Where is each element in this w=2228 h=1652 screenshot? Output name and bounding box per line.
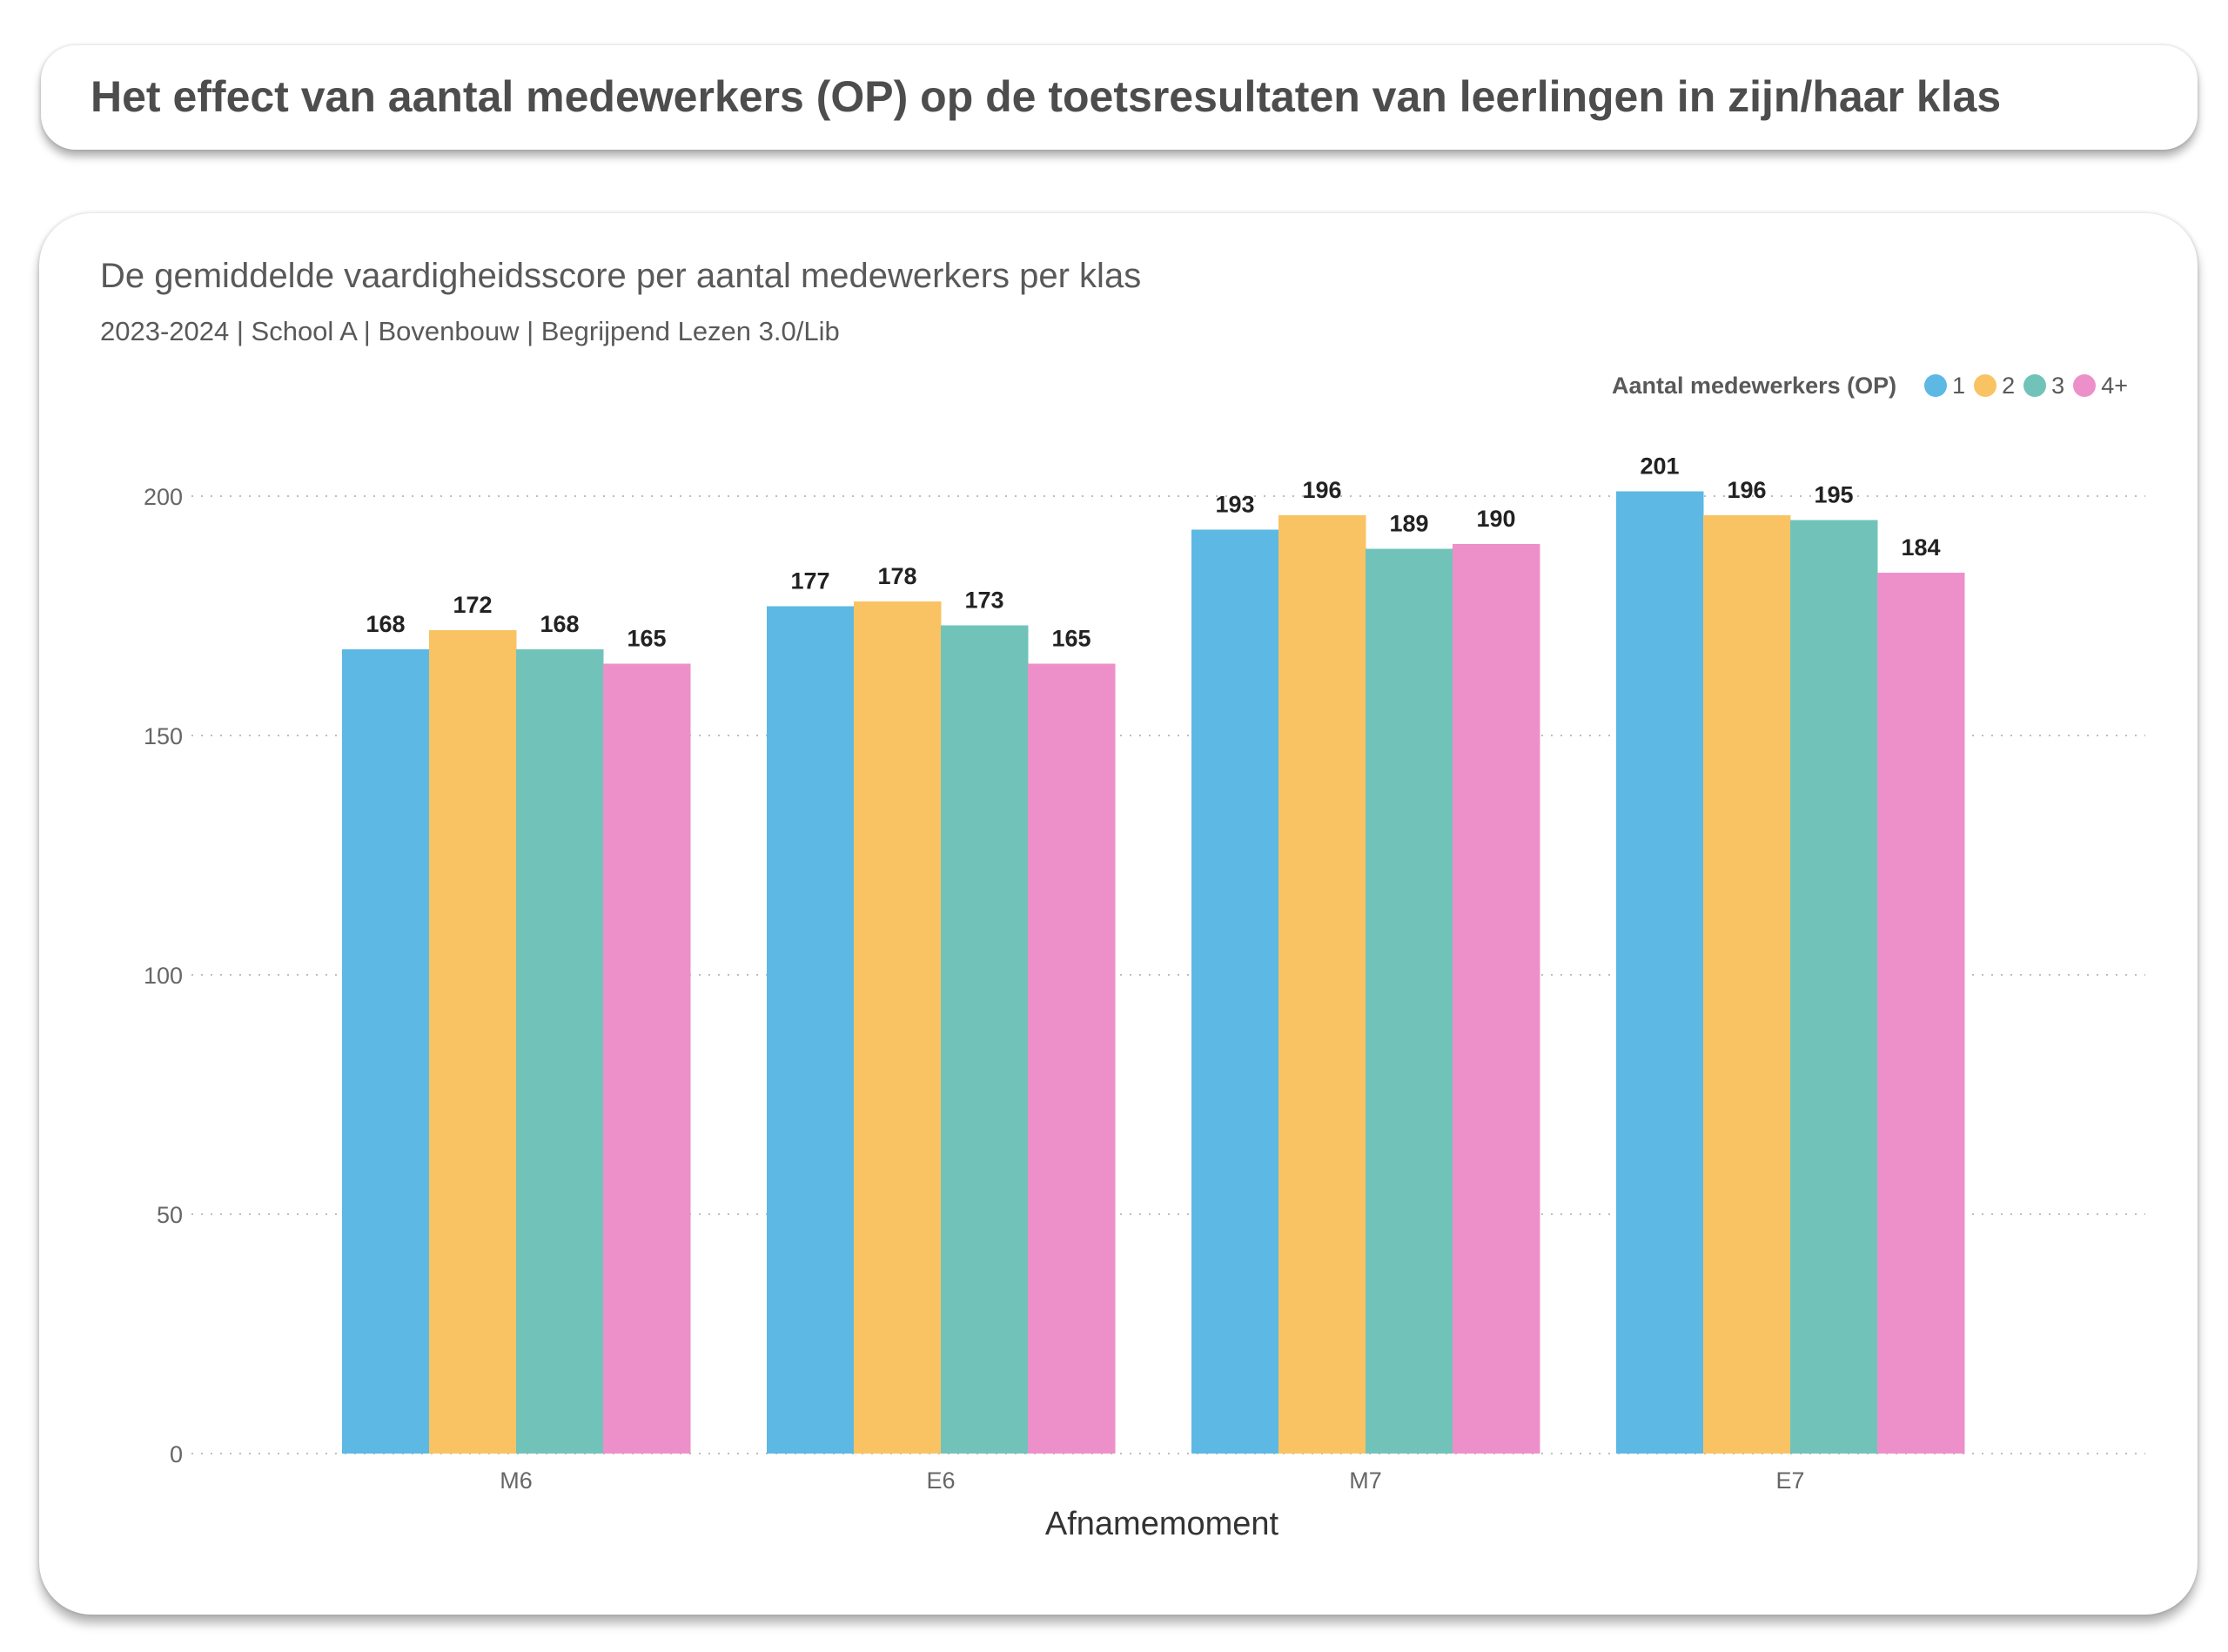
report-title: Het effect van aantal medewerkers (OP) o… [91,72,2002,121]
report-title-card: Het effect van aantal medewerkers (OP) o… [41,45,2198,150]
data-label: 165 [627,626,666,652]
bar-E7-series-2 [1703,515,1791,1454]
data-label: 168 [540,611,579,637]
bar-E7-series-3 [1790,520,1878,1454]
legend-label-2: 2 [2002,372,2016,399]
data-label: 184 [1901,534,1940,561]
y-tick-label: 150 [144,723,183,749]
bar-E6-series-3 [941,625,1029,1454]
y-tick-label: 200 [144,484,183,510]
x-tick-label: M7 [1349,1467,1382,1494]
bar-M6-series-4+ [603,663,691,1454]
bar-chart-plot: 0 50 100 150 200 168 172 168 165 M6 177 178 173 165 E6… [144,453,2145,1542]
legend-item-3[interactable]: 3 [2023,373,2064,400]
bar-E6-series-1 [767,606,855,1454]
data-label: 189 [1389,511,1428,537]
data-label: 196 [1302,477,1341,503]
data-label: 173 [964,588,1003,614]
data-label: 201 [1640,453,1679,480]
legend-item-2[interactable]: 2 [1974,373,2015,400]
x-tick-label: E6 [926,1467,955,1494]
data-label: 177 [790,568,829,594]
y-tick-label: 100 [144,963,183,989]
legend-swatch-2 [1974,374,1997,397]
x-tick-label: M6 [500,1467,533,1494]
x-tick-label: E7 [1775,1467,1804,1494]
bar-M7-series-1 [1191,529,1279,1454]
data-label: 165 [1051,626,1091,652]
chart-card: De gemiddelde vaardigheidsscore per aant… [39,213,2198,1615]
chart-title: De gemiddelde vaardigheidsscore per aant… [100,257,1142,295]
bar-E6-series-4+ [1028,663,1116,1454]
bar-E6-series-2 [854,601,942,1454]
bar-E7-series-4+ [1877,573,1965,1454]
bar-M6-series-1 [342,649,430,1454]
y-tick-label: 50 [157,1202,183,1228]
legend-item-1[interactable]: 1 [1924,373,1965,400]
data-label: 190 [1476,506,1515,532]
bar-M7-series-2 [1278,515,1366,1454]
legend-swatch-4 [2073,374,2097,397]
legend-title: Aantal medewerkers (OP) [1611,372,1897,399]
data-label: 193 [1215,492,1254,518]
y-tick-label: 0 [170,1441,183,1467]
bar-E7-series-1 [1616,491,1704,1454]
legend-swatch-3 [2023,374,2047,397]
legend-swatch-1 [1924,374,1948,397]
bar-M7-series-4+ [1453,544,1540,1454]
legend-item-4[interactable]: 4+ [2073,373,2128,400]
legend-label-4: 4+ [2101,372,2128,399]
data-label: 196 [1727,477,1766,503]
bar-M6-series-3 [516,649,604,1454]
bar-M7-series-3 [1366,548,1453,1454]
data-label: 195 [1814,482,1853,508]
chart-subtitle: 2023-2024 | School A | Bovenbouw | Begri… [100,316,840,346]
legend-label-1: 1 [1952,372,1966,399]
bar-M6-series-2 [429,630,517,1454]
x-axis-title: Afnamemoment [1045,1506,1279,1542]
legend-label-3: 3 [2051,372,2065,399]
data-label: 172 [453,592,492,618]
chart-legend: Aantal medewerkers (OP) 1 2 3 4+ [1612,368,2128,403]
data-label: 168 [366,611,405,637]
data-label: 178 [877,563,916,589]
